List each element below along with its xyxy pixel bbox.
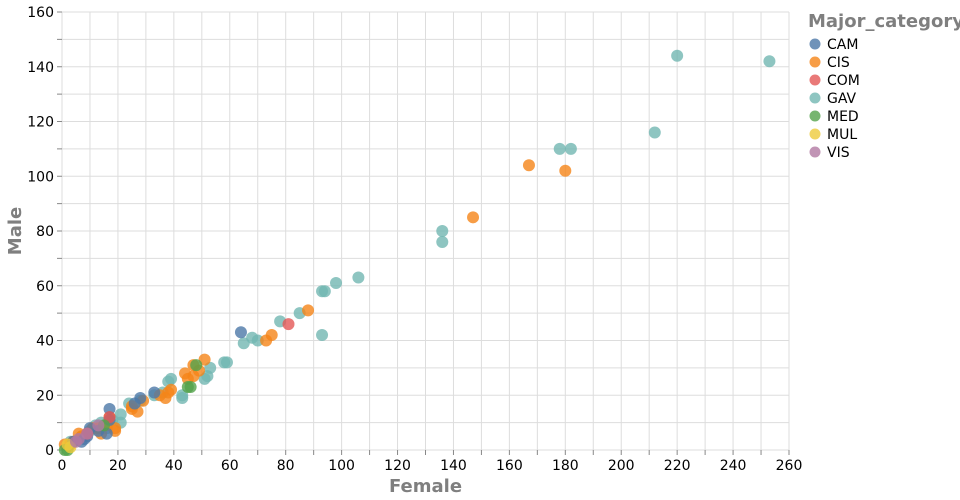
data-point-gav [318, 285, 331, 298]
axes: 0 20 40 60 80 100 120 140 160 180 200 220 240 260 0 20 4… [27, 5, 802, 474]
legend-label-com: COM [827, 73, 860, 89]
data-points [58, 49, 776, 456]
x-tick-label: 140 [440, 458, 467, 474]
legend-symbol-vis [809, 146, 821, 158]
legend-symbol-med [809, 110, 821, 122]
y-tick-label: 160 [27, 5, 54, 21]
y-axis-title: Male [5, 207, 26, 255]
legend-symbol-cam [809, 38, 821, 50]
data-point-cis [522, 159, 535, 172]
x-tick-label: 160 [496, 458, 523, 474]
data-point-gav [246, 331, 259, 344]
x-tick-label: 60 [221, 458, 239, 474]
legend-label-med: MED [827, 109, 859, 125]
data-point-gav [352, 271, 365, 284]
legend-symbol-cis [809, 56, 821, 68]
legend: Major_category CAM CIS COM GAV MED MUL VIS [808, 11, 960, 161]
x-tick-label: 80 [277, 458, 295, 474]
data-point-cam [234, 326, 247, 339]
legend-symbol-gav [809, 92, 821, 104]
data-point-cis [467, 211, 480, 224]
legend-symbol-mul [809, 128, 821, 140]
x-tick-label: 180 [552, 458, 579, 474]
legend-label-vis: VIS [827, 145, 850, 161]
data-point-gav [330, 277, 343, 290]
data-point-gav [220, 356, 233, 369]
data-point-gav [564, 142, 577, 155]
data-point-cam [148, 386, 161, 399]
data-point-cis [559, 164, 572, 177]
legend-symbol-com [809, 74, 821, 86]
x-tick-label: 200 [608, 458, 635, 474]
data-point-vis [72, 433, 85, 446]
legend-label-cam: CAM [827, 37, 858, 53]
data-point-cis [302, 304, 315, 317]
data-point-med [181, 381, 194, 394]
y-tick-label: 80 [36, 224, 54, 240]
x-axis-title: Female [389, 476, 462, 497]
grid [61, 11, 790, 451]
data-point-cis [260, 334, 273, 347]
x-tick-label: 0 [58, 458, 67, 474]
legend-label-cis: CIS [827, 55, 850, 71]
y-tick-label: 0 [45, 443, 54, 459]
data-point-cam [103, 402, 116, 415]
data-point-gav [436, 225, 449, 237]
x-tick-label: 120 [384, 458, 411, 474]
data-point-vis [92, 419, 105, 432]
data-point-gav [436, 235, 449, 248]
data-point-gav [671, 49, 684, 62]
data-point-med [190, 359, 203, 372]
x-tick-label: 100 [328, 458, 355, 474]
x-tick-label: 20 [109, 458, 127, 474]
y-tick-label: 60 [36, 279, 54, 295]
data-point-cis [165, 383, 178, 396]
data-point-gav [553, 142, 566, 155]
y-tick-label: 20 [36, 388, 54, 404]
x-tick-label: 220 [664, 458, 691, 474]
x-tick-label: 40 [165, 458, 183, 474]
x-tick-label: 260 [776, 458, 803, 474]
data-point-gav [316, 329, 329, 342]
data-point-com [282, 318, 295, 331]
y-tick-label: 40 [36, 334, 54, 350]
data-point-cam [128, 397, 141, 410]
y-tick-label: 120 [27, 115, 54, 131]
legend-title: Major_category [808, 11, 960, 32]
legend-label-mul: MUL [827, 127, 857, 143]
legend-label-gav: GAV [827, 91, 857, 107]
data-point-gav [763, 55, 776, 68]
data-point-gav [648, 126, 661, 139]
y-tick-label: 140 [27, 60, 54, 76]
y-tick-label: 100 [27, 169, 54, 185]
x-tick-label: 240 [720, 458, 747, 474]
data-point-gav [176, 391, 189, 404]
